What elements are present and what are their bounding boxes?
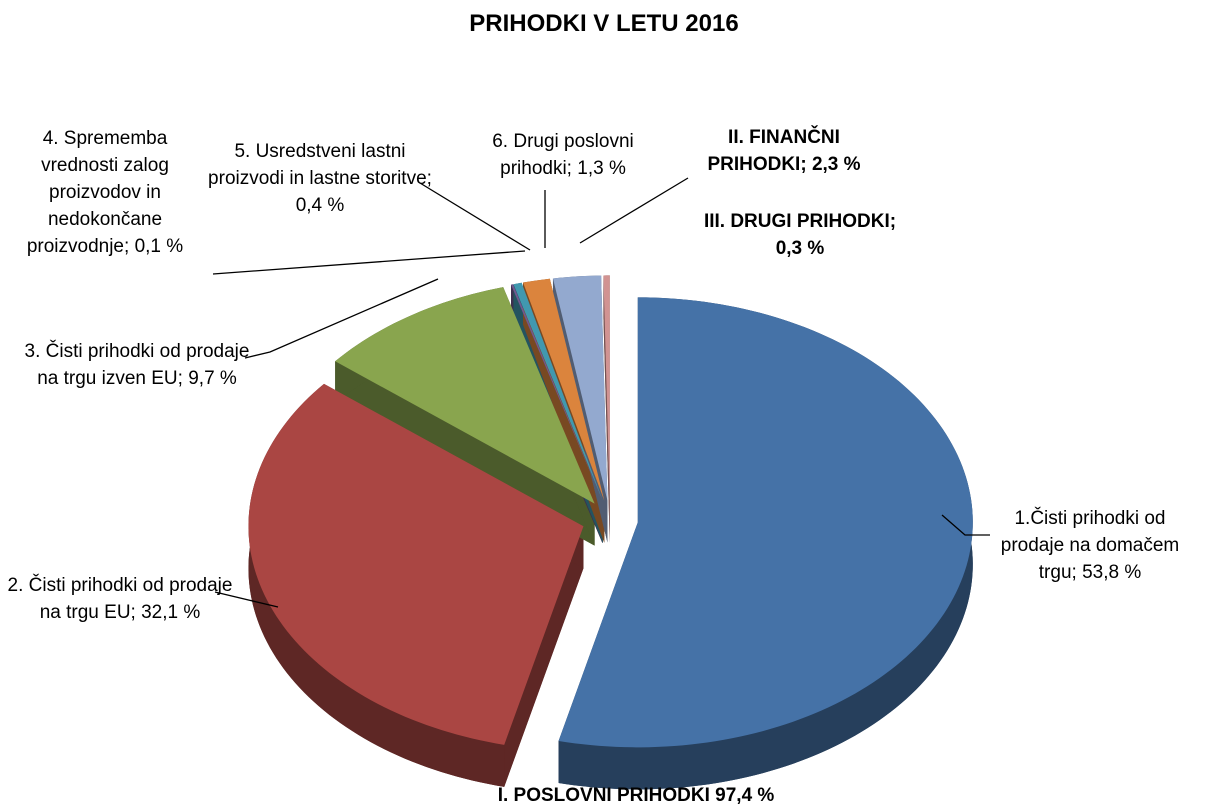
- pie-slice: [558, 297, 973, 748]
- data-label: 4. Sprememba vrednosti zalog proizvodov …: [10, 125, 200, 260]
- data-label: 1.Čisti prihodki od prodaje na domačem t…: [1000, 505, 1180, 586]
- label-value: 0,1 %: [134, 236, 184, 257]
- label-category: 5. Usredstveni lastni proizvodi in lastn…: [208, 141, 432, 189]
- label-category: 2. Čisti prihodki od prodaje na trgu EU;: [7, 575, 233, 623]
- label-value: 32,1 %: [141, 602, 201, 623]
- pie-slice: [523, 278, 605, 501]
- data-label: III. DRUGI PRIHODKI; 0,3 %: [700, 208, 900, 262]
- leader-line: [244, 278, 439, 359]
- data-label: 2. Čisti prihodki od prodaje na trgu EU;…: [5, 572, 235, 626]
- leader-line: [941, 514, 990, 536]
- leader-line: [579, 177, 689, 244]
- label-category: 3. Čisti prihodki od prodaje na trgu izv…: [24, 341, 250, 389]
- slice-side: [603, 275, 610, 543]
- label-value: 1,3 %: [577, 158, 626, 179]
- data-label: 6. Drugi poslovni prihodki; 1,3 %: [468, 128, 658, 182]
- label-value: 0,4 %: [295, 195, 345, 216]
- label-value: 9,7 %: [188, 368, 237, 389]
- pie-slice: [511, 284, 603, 502]
- data-label: 3. Čisti prihodki od prodaje na trgu izv…: [22, 338, 252, 392]
- pie-slice: [248, 383, 584, 745]
- label-value: 2,3 %: [811, 154, 861, 175]
- label-value: 53,8 %: [1082, 562, 1142, 583]
- pie-slice: [603, 275, 610, 501]
- label-category: 4. Sprememba vrednosti zalog proizvodov …: [26, 128, 169, 257]
- label-category: 6. Drugi poslovni prihodki;: [492, 131, 634, 179]
- pie-slice: [335, 287, 595, 504]
- label-category: II. FINANČNI PRIHODKI;: [707, 127, 840, 175]
- label-value: 0,3 %: [775, 238, 825, 259]
- data-label: II. FINANČNI PRIHODKI; 2,3 %: [689, 124, 879, 178]
- leader-line: [212, 250, 526, 275]
- label-category: III. DRUGI PRIHODKI;: [703, 211, 897, 232]
- slice-rim: [248, 383, 505, 787]
- pie-slice: [552, 275, 608, 501]
- slice-side: [504, 526, 584, 787]
- annotation: I. POSLOVNI PRIHODKI 97,4 %: [497, 785, 775, 806]
- chart-title: PRIHODKI V LETU 2016: [469, 10, 739, 37]
- leader-line: [419, 182, 531, 251]
- leader-line: [214, 591, 279, 608]
- data-label: 5. Usredstveni lastni proizvodi in lastn…: [205, 138, 435, 219]
- label-category: 1.Čisti prihodki od prodaje na domačem t…: [1000, 508, 1180, 583]
- pie-slice: [513, 282, 603, 502]
